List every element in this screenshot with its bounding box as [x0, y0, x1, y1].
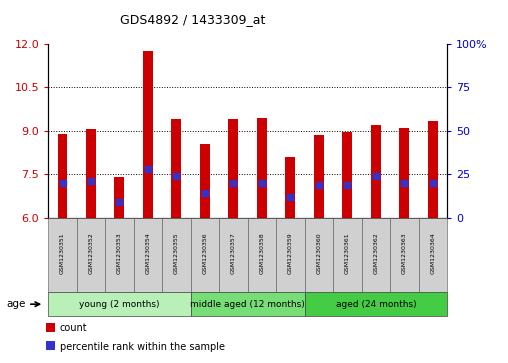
Text: GSM1230363: GSM1230363	[402, 233, 407, 274]
Text: GSM1230359: GSM1230359	[288, 233, 293, 274]
Text: GSM1230356: GSM1230356	[202, 233, 207, 274]
Bar	[305, 292, 447, 316]
Text: aged (24 months): aged (24 months)	[335, 299, 416, 309]
Bar	[390, 218, 419, 292]
Bar	[362, 218, 390, 292]
Point	[287, 194, 295, 200]
Bar	[247, 218, 276, 292]
Text: middle aged (12 months): middle aged (12 months)	[190, 299, 305, 309]
Bar	[333, 218, 362, 292]
Bar	[105, 218, 134, 292]
Text: GSM1230353: GSM1230353	[117, 233, 122, 274]
Text: age: age	[6, 299, 25, 309]
Point	[315, 182, 323, 188]
Text: GDS4892 / 1433309_at: GDS4892 / 1433309_at	[120, 13, 266, 26]
Bar	[162, 218, 190, 292]
Point	[400, 180, 408, 186]
Text: count: count	[60, 323, 87, 334]
Bar	[229, 119, 238, 218]
Point	[229, 180, 237, 186]
Bar	[77, 218, 105, 292]
Bar	[190, 218, 219, 292]
Text: GSM1230362: GSM1230362	[373, 233, 378, 274]
Point	[58, 180, 67, 186]
Text: GSM1230364: GSM1230364	[430, 233, 435, 274]
Point	[201, 191, 209, 196]
Bar	[342, 132, 353, 218]
Bar	[371, 125, 381, 218]
Point	[172, 173, 180, 179]
Bar	[285, 157, 295, 218]
Point	[258, 180, 266, 186]
Bar	[114, 177, 124, 218]
Bar	[200, 144, 210, 218]
Point	[343, 182, 352, 188]
Bar	[48, 218, 77, 292]
Point	[87, 178, 95, 184]
Text: GSM1230357: GSM1230357	[231, 233, 236, 274]
Bar	[399, 128, 409, 218]
Bar	[134, 218, 162, 292]
Point	[144, 166, 152, 172]
Bar	[86, 129, 96, 218]
Text: percentile rank within the sample: percentile rank within the sample	[60, 342, 225, 352]
Point	[429, 180, 437, 186]
Text: GSM1230354: GSM1230354	[145, 233, 150, 274]
Bar	[143, 51, 153, 218]
Text: GSM1230352: GSM1230352	[88, 233, 93, 274]
Bar	[257, 118, 267, 218]
Bar	[305, 218, 333, 292]
Text: GSM1230351: GSM1230351	[60, 233, 65, 274]
Bar	[419, 218, 447, 292]
Text: GSM1230360: GSM1230360	[316, 233, 322, 274]
Bar	[428, 121, 438, 218]
Bar	[172, 119, 181, 218]
Point	[115, 199, 123, 205]
Text: young (2 months): young (2 months)	[79, 299, 160, 309]
Bar	[276, 218, 305, 292]
Bar	[48, 292, 190, 316]
Text: GSM1230361: GSM1230361	[345, 233, 350, 274]
Point	[372, 173, 380, 179]
Bar	[190, 292, 305, 316]
Bar	[314, 135, 324, 218]
Bar	[57, 134, 68, 218]
Text: GSM1230355: GSM1230355	[174, 233, 179, 274]
Bar	[219, 218, 247, 292]
Text: GSM1230358: GSM1230358	[260, 233, 264, 274]
